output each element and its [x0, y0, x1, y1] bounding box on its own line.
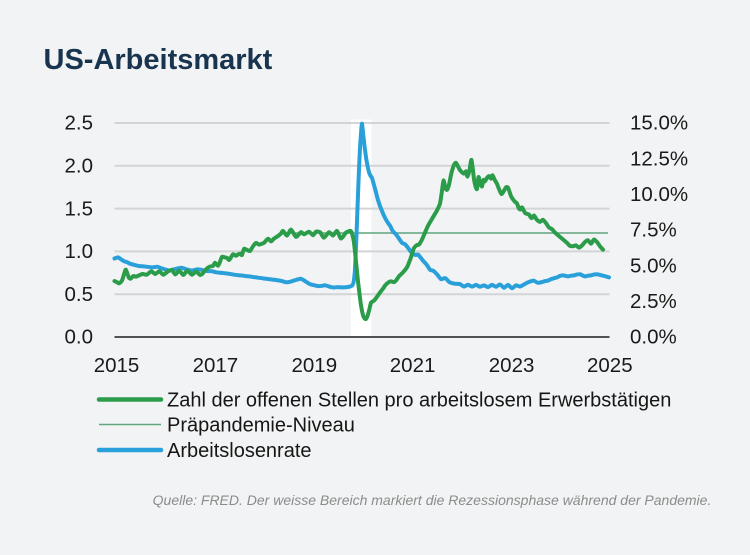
- svg-text:12.5%: 12.5%: [630, 147, 688, 170]
- svg-text:Zahl der offenen Stellen pro a: Zahl der offenen Stellen pro arbeitslose…: [167, 390, 671, 412]
- svg-text:2019: 2019: [291, 354, 337, 377]
- svg-text:Quelle: FRED. Der weisse Berei: Quelle: FRED. Der weisse Bereich markier…: [153, 492, 712, 508]
- svg-text:15.0%: 15.0%: [630, 112, 688, 135]
- svg-text:0.0%: 0.0%: [630, 326, 677, 349]
- svg-text:Arbeitslosenrate: Arbeitslosenrate: [167, 440, 312, 462]
- svg-text:1.5: 1.5: [65, 197, 94, 220]
- svg-text:2.5%: 2.5%: [630, 290, 677, 313]
- svg-text:2017: 2017: [193, 354, 239, 377]
- svg-text:7.5%: 7.5%: [630, 219, 677, 242]
- svg-text:2.5: 2.5: [65, 112, 94, 135]
- svg-text:2023: 2023: [489, 354, 535, 377]
- svg-text:2025: 2025: [587, 354, 633, 377]
- svg-text:2.0: 2.0: [65, 155, 94, 178]
- svg-text:2021: 2021: [390, 354, 436, 377]
- svg-text:Präpandemie-Niveau: Präpandemie-Niveau: [167, 415, 355, 437]
- svg-text:1.0: 1.0: [65, 240, 94, 263]
- svg-text:0.0: 0.0: [65, 326, 94, 349]
- svg-text:5.0%: 5.0%: [630, 254, 677, 277]
- svg-text:2015: 2015: [94, 354, 140, 377]
- svg-text:0.5: 0.5: [65, 283, 94, 306]
- svg-text:10.0%: 10.0%: [630, 183, 688, 206]
- svg-text:US-Arbeitsmarkt: US-Arbeitsmarkt: [44, 44, 273, 76]
